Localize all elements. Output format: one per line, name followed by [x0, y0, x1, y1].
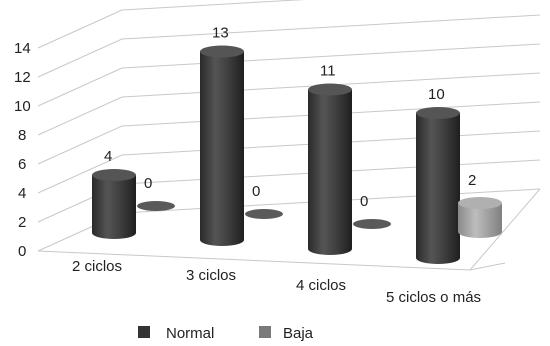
bar-normal-1-top [200, 45, 244, 58]
bar-normal-2 [308, 83, 352, 255]
data-label-baja: 0 [360, 193, 368, 210]
gridline-14 [37, 0, 305, 49]
y-tick-label: 8 [18, 127, 26, 144]
bar-normal-2-top [308, 83, 352, 96]
bar-normal-1 [200, 45, 244, 246]
bar-baja-2 [353, 219, 391, 229]
legend-label-baja: Baja [283, 325, 314, 342]
floor-right-edge [469, 188, 541, 271]
bar-baja-1 [245, 209, 283, 219]
bar-normal-3 [416, 107, 460, 264]
data-label-baja: 2 [468, 172, 476, 189]
y-tick-label: 6 [18, 156, 26, 173]
x-tick-label: 3 ciclos [186, 267, 236, 284]
legend-swatch-baja [259, 326, 271, 338]
bar-normal-0-top [92, 169, 136, 181]
bar-baja-0 [137, 201, 175, 211]
bar-normal-0-body [92, 175, 136, 239]
data-label-baja: 0 [144, 175, 152, 192]
bar-normal-3-top [416, 107, 460, 119]
legend-swatch-normal [138, 326, 150, 338]
gridline-12 [37, 14, 541, 78]
gridline-4 [37, 130, 541, 194]
x-tick-label: 4 ciclos [296, 277, 346, 294]
bar-normal-3-body [416, 113, 460, 264]
y-tick-label: 10 [14, 98, 31, 115]
y-tick-label: 2 [18, 214, 26, 231]
y-tick-label: 14 [14, 40, 31, 57]
bars-layer [92, 45, 502, 264]
labels-layer: 4 13 11 10 0 0 0 2 2 ciclos 3 ciclos 4 ciclos 5 cic… [72, 25, 481, 307]
bar-baja-3-top [458, 197, 502, 209]
legend-label-normal: Normal [166, 325, 214, 342]
data-label-normal: 13 [212, 25, 229, 42]
y-tick-label: 0 [18, 243, 26, 260]
y-tick-label: 4 [18, 185, 26, 202]
grid-layer [37, 0, 541, 271]
gridline-6 [37, 101, 541, 165]
data-label-normal: 10 [428, 86, 445, 103]
bar-baja-3-body [458, 203, 502, 238]
y-tick-label: 12 [14, 69, 31, 86]
data-label-baja: 0 [252, 183, 260, 200]
legend: Normal Baja [138, 325, 314, 342]
x-tick-label: 2 ciclos [72, 258, 122, 275]
data-label-normal: 11 [320, 63, 336, 80]
y-axis: 0 2 4 6 8 10 12 14 [14, 40, 31, 260]
bar-baja-3 [458, 197, 502, 238]
bar-normal-1-body [200, 51, 244, 246]
data-label-normal: 4 [104, 148, 112, 165]
gridline-10 [37, 43, 541, 107]
x-tick-label: 5 ciclos o más [386, 289, 481, 306]
bar-normal-0 [92, 169, 136, 239]
gridline-8 [37, 72, 541, 136]
bar-normal-2-body [308, 89, 352, 255]
